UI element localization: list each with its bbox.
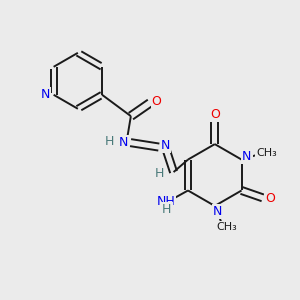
Text: H: H bbox=[162, 203, 172, 216]
Text: O: O bbox=[152, 95, 161, 108]
Text: H: H bbox=[105, 135, 114, 148]
Text: N: N bbox=[41, 88, 50, 101]
Text: H: H bbox=[155, 167, 164, 180]
Text: NH: NH bbox=[156, 195, 175, 208]
Text: N: N bbox=[242, 150, 251, 163]
Text: CH₃: CH₃ bbox=[217, 222, 238, 232]
Text: N: N bbox=[160, 139, 170, 152]
Text: N: N bbox=[213, 205, 222, 218]
Text: O: O bbox=[210, 108, 220, 121]
Text: O: O bbox=[265, 192, 275, 205]
Text: CH₃: CH₃ bbox=[256, 148, 277, 158]
Text: N: N bbox=[119, 136, 128, 149]
